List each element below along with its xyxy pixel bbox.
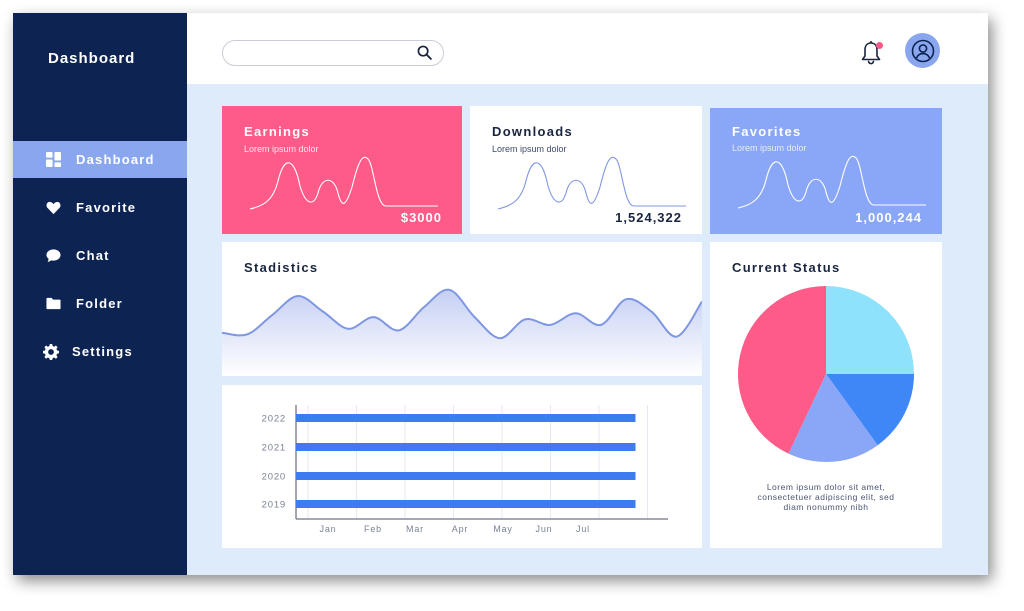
card-title: Stadistics: [244, 260, 319, 275]
y-tick-label: 2021: [262, 443, 286, 454]
statistics-card: Stadistics: [222, 242, 702, 376]
earnings-card[interactable]: Earnings Lorem ipsum dolor $3000: [222, 106, 462, 234]
sidebar-item-settings[interactable]: Settings: [13, 333, 187, 370]
card-title: Earnings: [244, 124, 311, 139]
earnings-sparkline: [249, 156, 438, 210]
bar-2021: [296, 443, 636, 451]
downloads-sparkline: [497, 156, 686, 210]
sidebar-item-folder[interactable]: Folder: [13, 285, 187, 322]
search-input[interactable]: [235, 42, 417, 64]
y-tick-label: 2019: [262, 500, 286, 511]
favorites-card[interactable]: Favorites Lorem ipsum dolor 1,000,244: [710, 108, 942, 234]
status-pie-chart: [738, 286, 914, 462]
grid-icon: [45, 152, 61, 168]
x-tick-label: Jun: [536, 524, 553, 534]
bar-2020: [296, 472, 636, 480]
area-fill: [222, 289, 702, 376]
card-subtitle: Lorem ipsum dolor: [492, 144, 567, 154]
sidebar: Dashboard Dashboard Favorite Chat Folder: [13, 13, 187, 575]
card-title: Downloads: [492, 124, 574, 139]
sidebar-item-dashboard[interactable]: Dashboard: [13, 141, 187, 178]
x-tick-label: Jan: [320, 524, 337, 534]
x-tick-label: May: [493, 524, 512, 534]
user-icon: [911, 39, 934, 62]
pie-slice-3: [738, 286, 826, 454]
sidebar-item-label: Settings: [72, 344, 133, 359]
top-bar: [187, 13, 988, 84]
sidebar-item-label: Favorite: [76, 200, 137, 215]
caption-line: diam nonummy nibh: [783, 502, 869, 512]
sidebar-item-favorite[interactable]: Favorite: [13, 189, 187, 226]
notification-dot: [876, 42, 883, 49]
search-bar: [222, 40, 444, 66]
notification-button[interactable]: [859, 40, 883, 66]
caption-line: consectetuer adipiscing elit, sed: [757, 492, 895, 502]
search-icon[interactable]: [417, 45, 433, 61]
brand-title: Dashboard: [48, 50, 136, 67]
bar-chart-card: 2022 2021 2020 2019 Jan Feb Mar Apr May Jun Jul: [222, 385, 702, 548]
chat-bubble-icon: [45, 248, 61, 264]
card-title: Current Status: [732, 260, 841, 275]
gear-icon: [43, 344, 59, 360]
caption-line: Lorem ipsum dolor sit amet,: [766, 482, 886, 492]
card-subtitle: Lorem ipsum dolor: [244, 144, 319, 154]
sidebar-item-chat[interactable]: Chat: [13, 237, 187, 274]
favorites-sparkline: [737, 155, 926, 209]
pie-slice-2: [788, 374, 878, 462]
y-tick-label: 2022: [262, 414, 286, 425]
card-value: 1,524,322: [615, 210, 682, 225]
status-caption: Lorem ipsum dolor sit amet, consectetuer…: [710, 482, 942, 512]
card-subtitle: Lorem ipsum dolor: [732, 143, 807, 153]
x-tick-label: Feb: [364, 524, 382, 534]
app-window: Dashboard Dashboard Favorite Chat Folder: [13, 13, 988, 575]
series-line: [222, 288, 702, 340]
bar-2019: [296, 500, 636, 508]
bar-2022: [296, 414, 636, 422]
x-tick-label: Mar: [406, 524, 424, 534]
card-value: 1,000,244: [855, 210, 922, 225]
current-status-card: Current Status Lorem ipsum dolor sit ame…: [710, 242, 942, 548]
sidebar-item-label: Dashboard: [76, 152, 155, 167]
statistics-area-chart: [222, 288, 702, 376]
sidebar-item-label: Chat: [76, 248, 110, 263]
card-title: Favorites: [732, 124, 802, 139]
pie-slice-1: [826, 374, 914, 446]
bell-icon: [861, 41, 881, 65]
horizontal-bar-chart: 2022 2021 2020 2019 Jan Feb Mar Apr May Jun Jul: [262, 405, 668, 534]
pie-slice-0: [826, 286, 914, 374]
heart-icon: [45, 200, 61, 216]
y-tick-label: 2020: [262, 472, 286, 483]
sidebar-item-label: Folder: [76, 296, 123, 311]
downloads-card[interactable]: Downloads Lorem ipsum dolor 1,524,322: [470, 106, 702, 234]
x-tick-label: Apr: [452, 524, 468, 534]
x-tick-label: Jul: [576, 524, 590, 534]
folder-icon: [45, 296, 61, 312]
card-value: $3000: [400, 210, 442, 225]
avatar[interactable]: [905, 33, 940, 68]
